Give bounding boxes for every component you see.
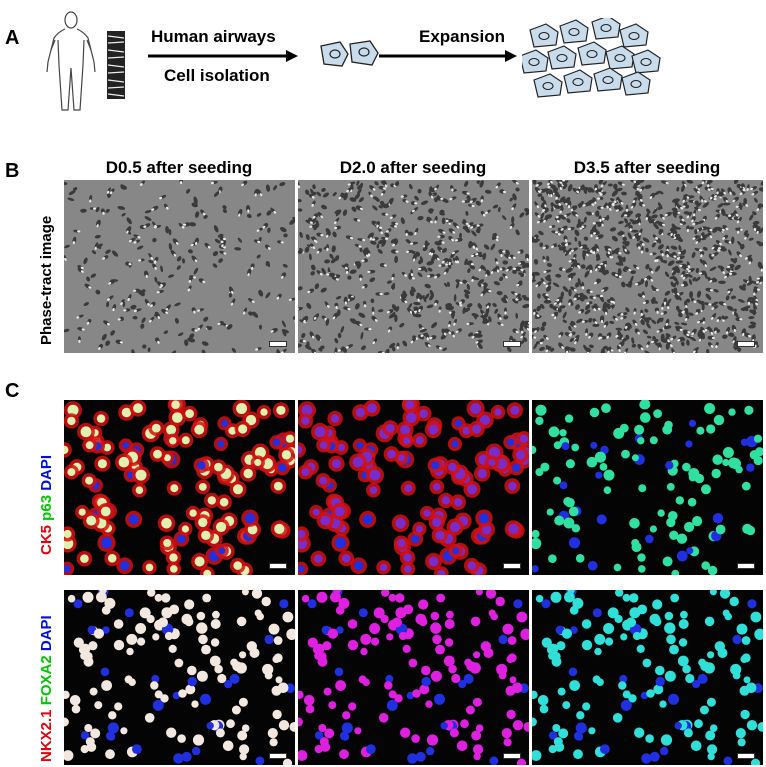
- scale-bar: [503, 563, 521, 569]
- stain-p63: p63: [38, 494, 55, 525]
- fluor-merge-nkx21-foxa2: [64, 590, 295, 765]
- stain-ck5: CK5: [38, 524, 55, 555]
- panel-a-letter: A: [5, 27, 20, 49]
- scale-bar: [269, 563, 287, 569]
- column-title-1: D0.5 after seeding: [105, 158, 253, 177]
- arrow1-bottom-label: Cell isolation: [164, 66, 270, 85]
- arrow2: [379, 50, 517, 62]
- phase-image-d35: [532, 180, 763, 353]
- arrow1: [148, 50, 298, 62]
- scale-bar: [737, 753, 755, 759]
- cell-pair-icon: [320, 40, 379, 67]
- scale-bar: [503, 753, 521, 759]
- scale-bar: [737, 563, 755, 569]
- human-body-icon: [46, 11, 96, 111]
- fluor-foxa2-dapi: [532, 590, 763, 765]
- stain-foxa2: FOXA2: [38, 655, 55, 710]
- panel-c-letter: C: [5, 380, 20, 402]
- airway-tissue-icon: [107, 31, 125, 99]
- stain-dapi: DAPI: [38, 615, 55, 656]
- arrow1-top-label: Human airways: [151, 27, 276, 46]
- cell-cluster-icon: [522, 18, 661, 98]
- scale-bar: [269, 341, 287, 347]
- phase-image-d05: [64, 180, 295, 353]
- phase-row-label: Phase-tract image: [38, 215, 55, 345]
- phase-image-d20: [298, 180, 529, 353]
- fluor-ck5-dapi: [298, 400, 529, 575]
- scale-bar: [269, 753, 287, 759]
- fluor-nkx21-dapi: [298, 590, 529, 765]
- scale-bar: [737, 341, 755, 347]
- fluor-merge-ck5-p63: [64, 400, 295, 575]
- column-title-3: D3.5 after seeding: [573, 158, 721, 177]
- stain-row1-label: CK5 p63 DAPI: [38, 455, 55, 555]
- stain-dapi: DAPI: [38, 454, 55, 495]
- arrow2-top-label: Expansion: [419, 27, 505, 46]
- panel-b-letter: B: [5, 160, 20, 182]
- stain-row2-label: NKX2.1 FOXA2 DAPI: [38, 615, 55, 762]
- scale-bar: [503, 341, 521, 347]
- stain-nkx21: NKX2.1: [38, 709, 55, 762]
- fluor-p63-dapi: [532, 400, 763, 575]
- column-title-2: D2.0 after seeding: [339, 158, 487, 177]
